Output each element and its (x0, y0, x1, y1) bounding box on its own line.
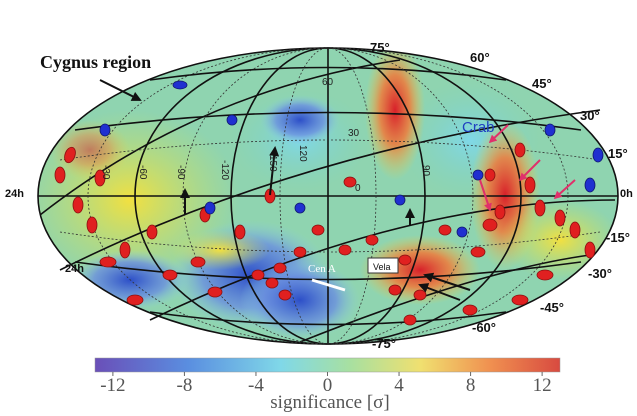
grid-label: 150 (267, 155, 278, 172)
dec-label: 45° (532, 76, 552, 91)
dec-label: -75° (372, 336, 396, 351)
grid-label: -30 (100, 165, 111, 180)
grid-label: 0 (355, 183, 361, 194)
colorbar-tick-label: 0 (323, 375, 333, 396)
dec-label: -45° (540, 300, 564, 315)
grid-label: 60 (322, 77, 334, 88)
dec-label: -30° (588, 266, 612, 281)
grid-label: -120 (219, 160, 230, 180)
blue-source-markers (99, 80, 604, 238)
dec-label: 30° (580, 108, 600, 123)
colorbar: -12 -8 -4 0 4 8 12 (94, 357, 561, 396)
colorbar-tick-label: 8 (466, 375, 476, 396)
dec-label: -15° (606, 230, 630, 245)
colorbar-title: significance [σ] (270, 392, 389, 413)
dec-label: -60° (472, 320, 496, 335)
colorbar-gradient (94, 357, 561, 373)
ra-label: 0h (620, 188, 633, 200)
source-label: Cen A (308, 263, 336, 275)
source-label: Vela (373, 262, 391, 272)
grid-label: -90 (175, 165, 186, 180)
annotation-arrows (99, 79, 576, 301)
colorbar-tick-label: 12 (533, 375, 552, 396)
region-label: Cygnus region (40, 52, 151, 72)
ra-label: 24h (65, 263, 84, 275)
ra-label: 24h (5, 188, 24, 200)
grid-label: 30 (348, 128, 360, 139)
colorbar-tick-label: 4 (394, 375, 404, 396)
colorbar-tick-label: -4 (248, 375, 264, 396)
colorbar-tick-label: -8 (177, 375, 193, 396)
grid-label: 90 (420, 165, 431, 177)
colorbar-tick-label: -12 (100, 375, 125, 396)
coordinate-grid (37, 47, 619, 345)
source-label: Crab (462, 119, 495, 136)
dec-label: 60° (470, 50, 490, 65)
dec-label: 75° (370, 40, 390, 55)
grid-label: 120 (297, 145, 308, 162)
source-markers (54, 142, 596, 326)
dec-label: 15° (608, 146, 628, 161)
grid-label: -60 (137, 165, 148, 180)
